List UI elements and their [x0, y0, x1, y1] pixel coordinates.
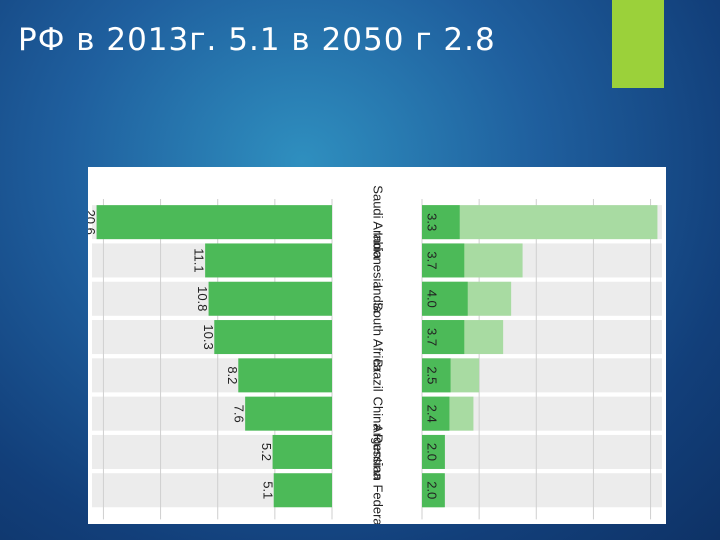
chart-panel: 20.6 3.3 Saudi Arabia 11.1 3.7 Indonesia 10.8 4…: [88, 167, 666, 524]
bar-value-label-left: 10.3: [201, 324, 216, 349]
bar-value-label-right: 4.0: [425, 290, 440, 308]
country-label: India: [371, 285, 386, 314]
bar-right: [422, 243, 465, 278]
bar-left: [96, 205, 332, 240]
bar-value-label-left: 5.1: [260, 481, 275, 499]
country-label: Indonesia: [371, 232, 386, 289]
row-stripe-right: [422, 434, 662, 469]
country-label: Argentina: [371, 424, 386, 480]
bar-right-light: [422, 205, 658, 240]
bar-value-label-right: 3.7: [425, 328, 440, 346]
slide-title: РФ в 2013г. 5.1 в 2050 г 2.8: [18, 22, 496, 58]
country-label: Russian Federation: [371, 434, 386, 524]
bar-value-label-right: 2.5: [425, 366, 440, 384]
bar-right: [422, 281, 468, 316]
bar-value-label-left: 8.2: [225, 366, 240, 384]
bar-value-label-left: 11.1: [192, 248, 207, 272]
bar-left: [272, 434, 332, 469]
country-label: Brazil: [371, 359, 386, 392]
bar-right: [422, 473, 445, 508]
bar-value-label-right: 2.0: [425, 443, 440, 461]
country-label: Saudi Arabia: [371, 185, 386, 259]
country-label: South Africa: [371, 302, 386, 373]
bar-left: [245, 396, 332, 431]
bar-right: [422, 434, 445, 469]
bar-value-label-left: 7.6: [232, 405, 247, 423]
country-label: China: [371, 397, 386, 432]
row-stripe-right: [422, 473, 662, 508]
bar-right: [422, 396, 450, 431]
bar-value-label-right: 3.7: [425, 251, 440, 269]
bar-value-label-left: 20.6: [88, 209, 98, 234]
bar-value-label-left: 5.2: [259, 443, 274, 461]
bar-value-label-right: 3.3: [425, 213, 440, 231]
bar-left: [273, 473, 332, 508]
bar-left: [208, 281, 332, 316]
bar-chart: 20.6 3.3 Saudi Arabia 11.1 3.7 Indonesia 10.8 4…: [88, 185, 662, 524]
bar-right: [422, 320, 465, 355]
bar-value-label-left: 10.8: [195, 286, 210, 311]
bar-left: [238, 358, 332, 393]
bar-right: [422, 205, 460, 240]
accent-bar: [612, 0, 664, 88]
bar-value-label-right: 2.0: [425, 481, 440, 499]
bar-left: [205, 243, 332, 278]
bar-right: [422, 358, 451, 393]
bar-value-label-right: 2.4: [425, 405, 440, 423]
bar-left: [214, 320, 332, 355]
